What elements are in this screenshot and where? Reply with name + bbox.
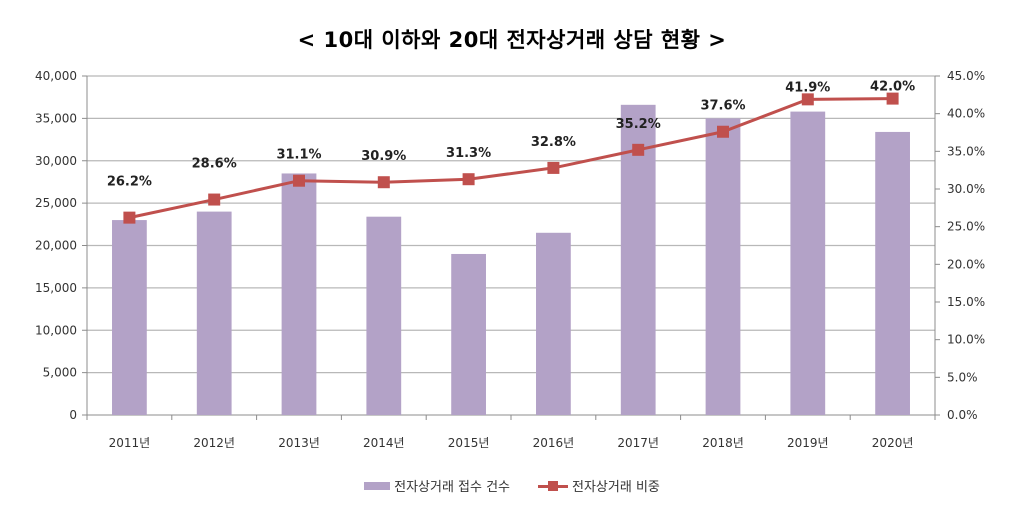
- ratio-data-label: 26.2%: [107, 175, 152, 190]
- ratio-marker-2013년: [293, 174, 305, 187]
- x-tick-label: 2017년: [617, 436, 659, 450]
- bar-2013년: [281, 173, 317, 415]
- data-labels: 26.2% 28.6% 31.1% 30.9% 31.3% 32.8% 35.2% 37.6%…: [107, 80, 915, 190]
- ratio-data-label: 31.3%: [446, 146, 491, 161]
- left-tick-label: 20,000: [35, 239, 77, 253]
- right-tick-label: 45.0%: [947, 69, 985, 83]
- bar-2017년: [620, 104, 656, 415]
- x-tick-label: 2016년: [533, 436, 575, 450]
- x-tick-label: 2011년: [109, 436, 151, 450]
- left-tick-label: 35,000: [35, 111, 77, 125]
- ratio-marker-2017년: [632, 143, 645, 156]
- right-tick-label: 0.0%: [947, 408, 978, 422]
- bar-2020년: [875, 131, 910, 415]
- right-tick-label: 5.0%: [947, 370, 978, 384]
- legend-label-ratio: 전자상거래 비중: [572, 480, 660, 495]
- axes: 0 5,000 10,000 15,000 20,000 25,000 30,000 35,0…: [35, 69, 985, 450]
- bar-2011년: [112, 220, 147, 415]
- right-tick-label: 25.0%: [947, 220, 985, 234]
- ratio-data-label: 37.6%: [700, 99, 745, 114]
- ratio-data-label: 32.8%: [531, 135, 576, 150]
- right-tick-label: 15.0%: [947, 295, 985, 309]
- legend-item-count: 전자상거래 접수 건수: [364, 476, 510, 495]
- bar-2018년: [705, 118, 741, 415]
- bar-2014년: [366, 216, 402, 415]
- left-tick-label: 5,000: [43, 366, 77, 380]
- ratio-marker-2012년: [208, 193, 221, 206]
- left-tick-label: 40,000: [35, 69, 77, 83]
- left-tick-label: 30,000: [35, 154, 77, 168]
- ratio-marker-2011년: [123, 211, 136, 224]
- ratio-marker-2020년: [886, 92, 899, 105]
- right-tick-label: 40.0%: [947, 107, 985, 121]
- right-tick-label: 35.0%: [947, 144, 985, 158]
- legend-item-ratio: 전자상거래 비중: [538, 476, 660, 495]
- legend-label-count: 전자상거래 접수 건수: [394, 480, 511, 495]
- right-tick-label: 30.0%: [947, 182, 985, 196]
- ratio-data-label: 31.1%: [276, 148, 321, 163]
- right-tick-label: 10.0%: [947, 333, 985, 347]
- bar-2012년: [196, 211, 232, 415]
- x-tick-label: 2015년: [448, 436, 490, 450]
- bar-2016년: [536, 232, 571, 415]
- ratio-data-label: 30.9%: [361, 149, 406, 164]
- x-tick-label: 2012년: [193, 436, 235, 450]
- ratio-marker-2016년: [547, 161, 560, 174]
- combo-chart: 0 5,000 10,000 15,000 20,000 25,000 30,000 35,0…: [35, 69, 985, 450]
- bar-2019년: [790, 111, 826, 415]
- ratio-marker-2019년: [801, 93, 814, 106]
- ratio-polyline: [129, 97, 893, 220]
- legend-bar-swatch-icon: [364, 481, 391, 490]
- bar-2015년: [451, 253, 486, 415]
- x-tick-label: 2014년: [363, 436, 405, 450]
- x-tick-label: 2013년: [278, 436, 320, 450]
- ratio-data-label: 42.0%: [870, 80, 915, 95]
- legend: 전자상거래 접수 건수 전자상거래 비중: [0, 476, 1024, 495]
- ratio-data-label: 28.6%: [192, 157, 237, 172]
- ratio-data-label: 41.9%: [785, 80, 830, 95]
- ratio-marker-2015년: [462, 173, 475, 186]
- ratio-marker-2014년: [377, 176, 390, 189]
- left-tick-label: 10,000: [35, 323, 77, 337]
- left-tick-label: 25,000: [35, 196, 77, 210]
- right-tick-label: 20.0%: [947, 257, 985, 271]
- ratio-data-label: 35.2%: [616, 117, 661, 132]
- x-tick-label: 2018년: [702, 436, 744, 450]
- x-tick-label: 2019년: [787, 436, 829, 450]
- legend-line-swatch-icon: [538, 480, 569, 491]
- ratio-marker-2018년: [717, 125, 729, 138]
- bars: [112, 104, 910, 415]
- x-tick-label: 2020년: [872, 436, 914, 450]
- left-tick-label: 15,000: [35, 281, 77, 295]
- left-tick-label: 0: [69, 408, 77, 422]
- chart-title: < 10대 이하와 20대 전자상거래 상담 현황 >: [297, 28, 727, 52]
- ratio-line: [123, 92, 899, 224]
